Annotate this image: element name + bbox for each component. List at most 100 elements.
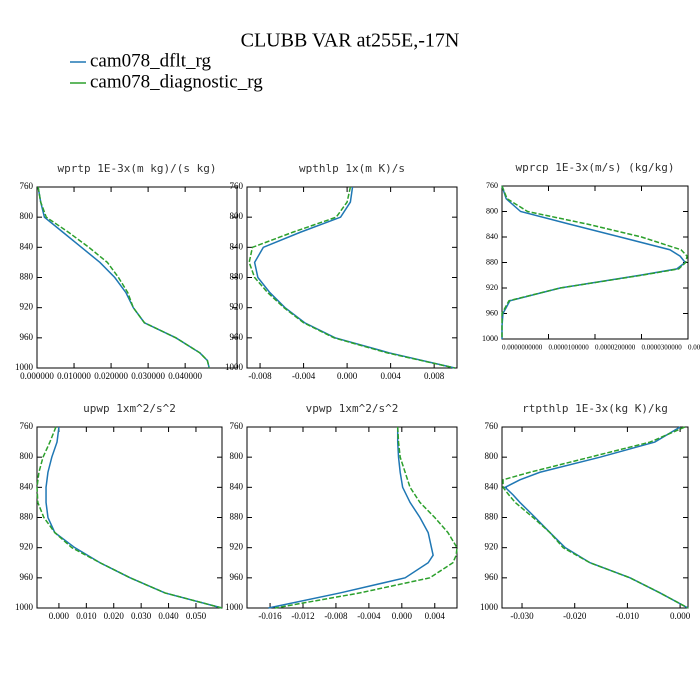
plot-frame (36, 186, 238, 369)
y-tick-label: 880 (20, 512, 34, 522)
y-tick-label: 1000 (225, 362, 244, 372)
y-tick-label: 960 (20, 572, 34, 582)
y-tick-label: 760 (20, 421, 34, 431)
profile-line (37, 186, 210, 369)
x-tick-label: -0.020 (563, 611, 587, 621)
x-tick-label: -0.008 (324, 611, 348, 621)
x-tick-label: 0.0000400000 (688, 344, 700, 352)
y-tick-label: 800 (485, 451, 499, 461)
panel-title: upwp 1xm^2/s^2 (83, 402, 176, 415)
legend-label: cam078_dflt_rg (90, 50, 212, 71)
y-tick-label: 880 (485, 512, 499, 522)
y-tick-label: 760 (230, 421, 244, 431)
y-tick-label: 960 (230, 572, 244, 582)
legend-label: cam078_diagnostic_rg (90, 71, 263, 92)
y-tick-label: 880 (230, 512, 244, 522)
x-tick-label: 0.004 (381, 371, 402, 381)
profile-line (253, 186, 455, 369)
plot-frame (246, 186, 458, 369)
profile-line (501, 185, 688, 339)
x-tick-label: 0.040 (158, 611, 179, 621)
panel-title: wprcp 1E-3x(m/s) (kg/kg) (516, 161, 675, 174)
profile-line (503, 426, 689, 609)
y-tick-label: 1000 (15, 362, 34, 372)
y-tick-label: 960 (20, 332, 34, 342)
page-title: CLUBB VAR at255E,-17N (241, 30, 460, 52)
y-tick-label: 1000 (15, 602, 34, 612)
y-tick-label: 920 (20, 542, 34, 552)
y-tick-label: 960 (486, 308, 498, 317)
x-tick-label: 0.030 (131, 611, 152, 621)
y-tick-label: 840 (20, 481, 34, 491)
x-tick-label: 0.030000 (131, 371, 165, 381)
x-tick-label: -0.030 (510, 611, 534, 621)
x-tick-label: 0.050 (186, 611, 207, 621)
x-tick-label: 0.0000200000 (595, 344, 636, 352)
y-tick-label: 960 (485, 572, 499, 582)
y-tick-label: 840 (20, 241, 34, 251)
y-tick-label: 880 (230, 272, 244, 282)
panel-title: wpthlp 1x(m K)/s (299, 162, 405, 175)
y-tick-label: 760 (486, 181, 498, 190)
x-tick-label: 0.040000 (168, 371, 202, 381)
x-tick-label: 0.004 (425, 611, 446, 621)
y-tick-label: 800 (20, 451, 34, 461)
x-tick-label: 0.000 (392, 611, 413, 621)
y-tick-label: 920 (485, 542, 499, 552)
profile-line (45, 426, 223, 609)
panel-title: rtpthlp 1E-3x(kg K)/kg (522, 402, 668, 415)
y-tick-label: 1000 (225, 602, 244, 612)
y-tick-label: 840 (230, 481, 244, 491)
y-tick-label: 760 (20, 181, 34, 191)
x-tick-label: 0.000 (337, 371, 358, 381)
profile-line (37, 186, 210, 369)
plot-frame (36, 426, 223, 609)
y-tick-label: 760 (485, 421, 499, 431)
y-tick-label: 920 (486, 283, 498, 292)
x-tick-label: 0.0000100000 (549, 344, 590, 352)
y-tick-label: 880 (486, 257, 498, 266)
x-tick-label: 0.010 (76, 611, 97, 621)
x-tick-label: -0.016 (258, 611, 282, 621)
profile-line (501, 185, 687, 339)
x-tick-label: 0.020 (104, 611, 125, 621)
x-tick-label: -0.004 (357, 611, 381, 621)
y-tick-label: 800 (230, 451, 244, 461)
plot-frame (501, 185, 689, 340)
x-tick-label: 0.000 (49, 611, 70, 621)
y-tick-label: 800 (230, 211, 244, 221)
panel-title: wprtp 1E-3x(m kg)/(s kg) (58, 162, 217, 175)
profile-line (268, 427, 434, 609)
x-tick-label: 0.008 (424, 371, 445, 381)
x-tick-label: 0.010000 (57, 371, 91, 381)
y-tick-label: 920 (230, 542, 244, 552)
y-tick-label: 840 (230, 241, 244, 251)
y-tick-label: 1000 (482, 334, 498, 343)
profile-line (248, 186, 455, 369)
plot-frame (501, 426, 689, 609)
y-tick-label: 880 (20, 272, 34, 282)
profile-line (502, 426, 689, 609)
x-tick-label: -0.004 (292, 371, 316, 381)
y-tick-label: 920 (20, 302, 34, 312)
y-tick-label: 960 (230, 332, 244, 342)
x-tick-label: 0.0000000000 (502, 344, 543, 352)
panel-title: vpwp 1xm^2/s^2 (306, 402, 399, 415)
y-tick-label: 800 (20, 211, 34, 221)
x-tick-label: 0.000 (670, 611, 691, 621)
profile-line (274, 426, 458, 609)
x-tick-label: -0.010 (616, 611, 640, 621)
x-tick-label: -0.008 (248, 371, 272, 381)
y-tick-label: 760 (230, 181, 244, 191)
x-tick-label: 0.000000 (20, 371, 54, 381)
y-tick-label: 920 (230, 302, 244, 312)
x-tick-label: 0.020000 (94, 371, 128, 381)
plot-frame (246, 426, 458, 609)
x-tick-label: -0.012 (291, 611, 314, 621)
y-tick-label: 800 (486, 206, 498, 215)
x-tick-label: 0.0000300000 (642, 344, 683, 352)
y-tick-label: 840 (485, 481, 499, 491)
y-tick-label: 1000 (480, 602, 499, 612)
y-tick-label: 840 (486, 232, 498, 241)
